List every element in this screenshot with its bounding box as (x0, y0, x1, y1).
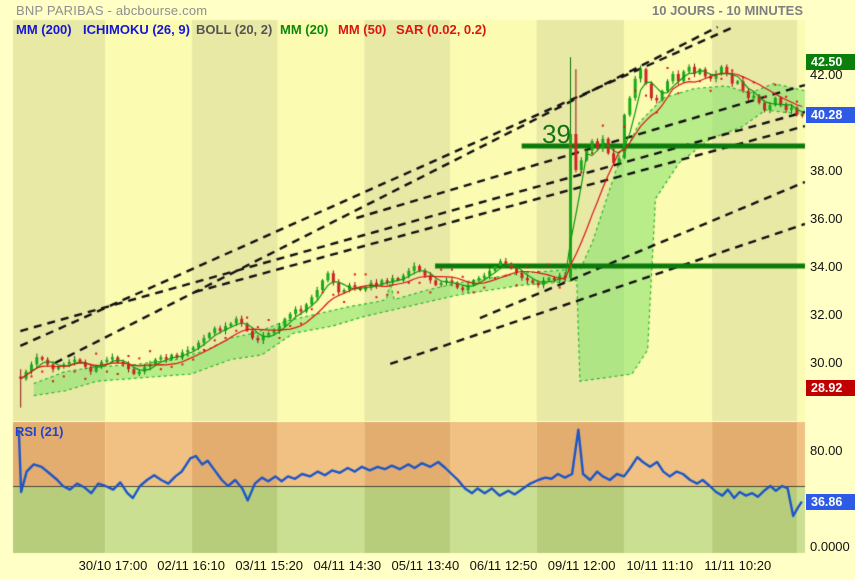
legend-item-4: MM (50) (338, 22, 387, 37)
time-tick-label: 09/11 12:00 (547, 558, 616, 573)
instrument-title: BNP PARIBAS - abcbourse.com (16, 3, 208, 18)
rsi-axis-lower: 0.0000 (810, 539, 850, 554)
legend-item-2: BOLL (20, 2) (196, 22, 273, 37)
legend-item-1: ICHIMOKU (26, 9) (83, 22, 190, 37)
rsi-indicator-label: RSI (21) (15, 424, 64, 439)
time-tick-label: 10/11 11:10 (626, 558, 694, 573)
price-tick-label: 30.00 (810, 355, 843, 370)
price-badge-last: 40.28 (806, 107, 855, 124)
price-tick-label: 32.00 (810, 307, 843, 322)
price-tick-label: 36.00 (810, 211, 843, 226)
time-tick-label: 30/10 17:00 (78, 558, 148, 573)
legend-item-0: MM (200) (16, 22, 72, 37)
price-badge-high: 42.50 (806, 54, 855, 70)
timeframe-label: 10 JOURS - 10 MINUTES (652, 3, 803, 18)
rsi-axis-upper: 80.00 (810, 443, 843, 458)
time-tick-label: 05/11 13:40 (391, 558, 460, 573)
level-39-annotation: 39 (542, 119, 571, 149)
rsi-badge-last: 36.86 (806, 493, 855, 510)
price-tick-label: 38.00 (810, 163, 843, 178)
time-tick-label: 02/11 16:10 (157, 558, 225, 573)
price-badge-sar: 28.92 (806, 379, 855, 396)
price-tick-label: 34.00 (810, 259, 843, 274)
legend-item-5: SAR (0.02, 0.2) (396, 22, 487, 37)
time-tick-label: 03/11 15:20 (235, 558, 304, 573)
price-tick-label: 42.00 (810, 67, 843, 82)
time-tick-label: 11/11 10:20 (704, 558, 772, 573)
indicator-legend: MM (200) ICHIMOKU (26, 9) BOLL (20, 2) MM (… (0, 22, 855, 38)
time-tick-label: 04/11 14:30 (313, 558, 382, 573)
legend-item-3: MM (20) (280, 22, 329, 37)
time-tick-label: 06/11 12:50 (469, 558, 538, 573)
